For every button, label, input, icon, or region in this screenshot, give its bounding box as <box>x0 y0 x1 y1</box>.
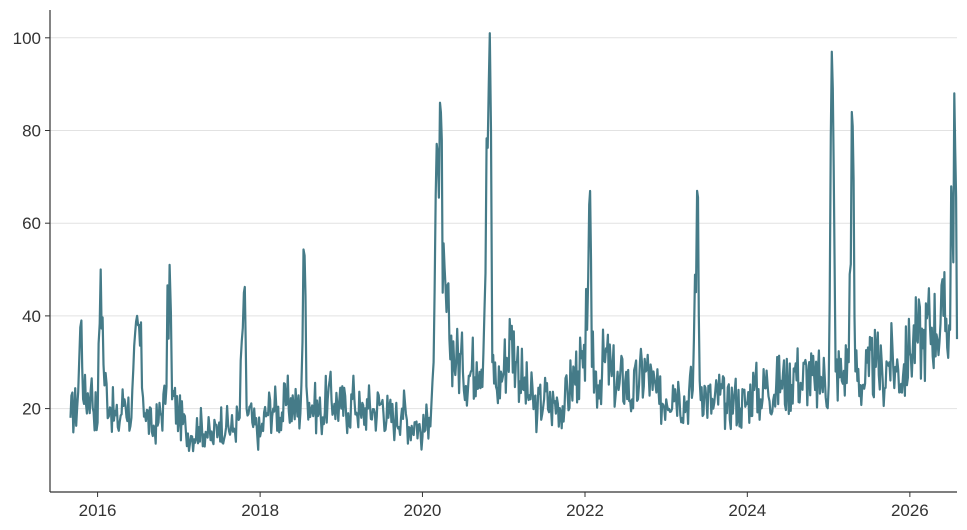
x-tick-label: 2026 <box>891 501 929 520</box>
series-line <box>69 32 959 453</box>
y-tick-label: 40 <box>22 307 41 326</box>
series-layer <box>69 32 959 453</box>
grid-lines <box>50 37 957 410</box>
y-tick-label: 80 <box>22 122 41 141</box>
y-tick-label: 60 <box>22 214 41 233</box>
y-tick-label: 100 <box>13 29 41 48</box>
x-tick-label: 2018 <box>241 501 279 520</box>
axes <box>49 10 957 493</box>
x-tick-label: 2016 <box>79 501 117 520</box>
y-tick-labels: 20 40 60 80 100 <box>13 29 50 419</box>
x-tick-label: 2022 <box>566 501 604 520</box>
x-tick-label: 2020 <box>404 501 442 520</box>
x-tick-label: 2024 <box>728 501 766 520</box>
y-tick-label: 20 <box>22 400 41 419</box>
x-tick-labels: 2016 2018 2020 2022 2024 2026 <box>79 492 929 520</box>
